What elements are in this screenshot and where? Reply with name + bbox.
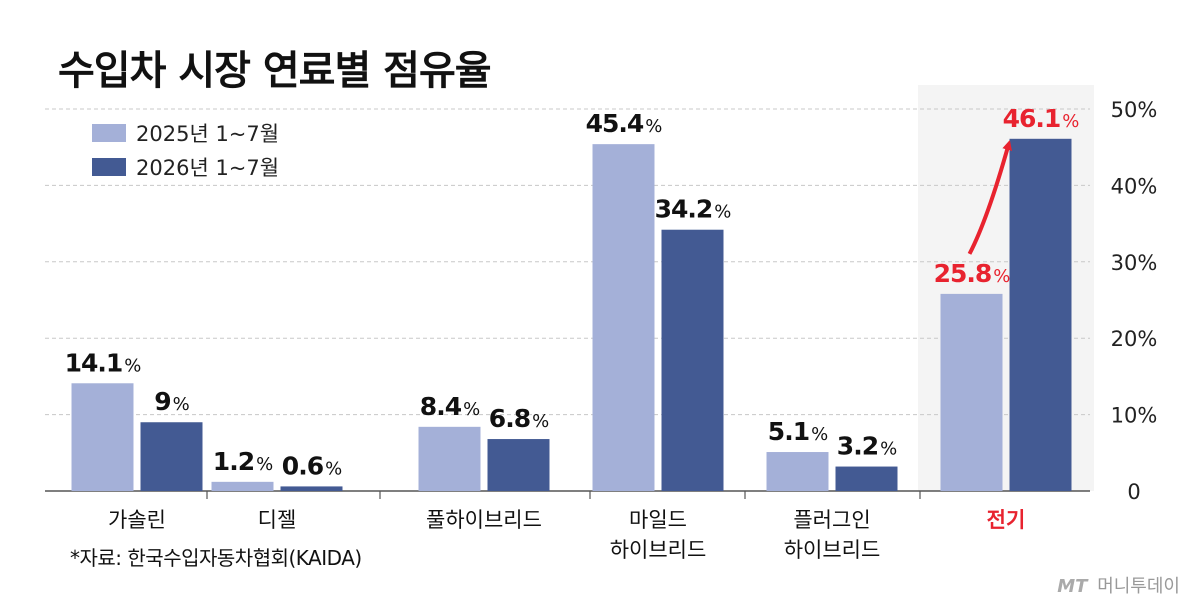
bar (835, 466, 898, 491)
y-tick-label: 50% (1111, 98, 1158, 122)
publisher-logo-icon: MT (1057, 576, 1088, 597)
data-label-value: 25.8 (934, 259, 992, 288)
data-label: 14.1% (65, 348, 142, 377)
bar (592, 144, 655, 492)
bar (766, 452, 829, 491)
source-note: *자료: 한국수입자동차협회(KAIDA) (70, 546, 362, 570)
data-label-value: 3.2 (837, 432, 878, 461)
data-label: 6.8% (489, 404, 549, 433)
legend-item-2025: 2025년 1~7월 (92, 116, 279, 150)
y-tick-label: 30% (1111, 251, 1158, 275)
data-label: 25.8% (934, 259, 1011, 288)
data-label: 34.2% (655, 195, 732, 224)
y-tick-label: 0 (1127, 480, 1140, 504)
chart-title: 수입차 시장 연료별 점유율 (58, 48, 492, 94)
data-label-unit: % (714, 202, 731, 223)
data-label: 46.1% (1003, 104, 1080, 133)
bar (940, 293, 1003, 491)
bar (661, 229, 724, 491)
data-label: 3.2% (837, 432, 897, 461)
category-label: 전기 (987, 508, 1026, 532)
data-label-unit: % (645, 116, 662, 137)
y-tick-label: 20% (1111, 327, 1158, 351)
data-label-value: 5.1 (768, 417, 809, 446)
data-label: 5.1% (768, 417, 828, 446)
legend: 2025년 1~7월 2026년 1~7월 (92, 116, 279, 184)
category-label: 마일드 (629, 508, 687, 532)
category-label: 하이브리드 (784, 538, 881, 562)
legend-item-2026: 2026년 1~7월 (92, 150, 279, 184)
publisher-watermark: MT 머니투데이 (1057, 572, 1180, 598)
data-label-unit: % (325, 458, 342, 479)
category-label: 가솔린 (108, 508, 166, 532)
legend-swatch-2025 (92, 124, 126, 142)
legend-label-2026: 2026년 1~7월 (136, 156, 280, 180)
growth-arrow-icon (967, 139, 1012, 255)
data-label-value: 34.2 (655, 195, 713, 224)
bar (211, 481, 274, 491)
category-label: 디젤 (258, 508, 297, 532)
data-label-unit: % (173, 394, 190, 415)
bar (1009, 138, 1072, 491)
data-label-unit: % (124, 355, 141, 376)
data-label-unit: % (993, 266, 1010, 287)
data-label-unit: % (463, 399, 480, 420)
data-label-value: 1.2 (213, 447, 254, 476)
category-label: 풀하이브리드 (426, 508, 542, 532)
data-label-unit: % (1062, 111, 1079, 132)
legend-swatch-2026 (92, 158, 126, 176)
data-label-unit: % (532, 411, 549, 432)
data-label-unit: % (256, 454, 273, 475)
data-label-value: 9 (154, 387, 170, 416)
data-label-unit: % (811, 424, 828, 445)
bar (71, 383, 134, 491)
data-label-value: 45.4 (586, 109, 644, 138)
data-label: 8.4% (420, 392, 480, 421)
publisher-name: 머니투데이 (1097, 576, 1180, 597)
data-label-value: 46.1 (1003, 104, 1061, 133)
bar (280, 486, 343, 491)
data-label-unit: % (880, 439, 897, 460)
data-label: 0.6% (282, 451, 342, 480)
data-label-value: 6.8 (489, 404, 530, 433)
category-label: 플러그인 (793, 508, 870, 532)
category-label: 하이브리드 (610, 538, 707, 562)
legend-label-2025: 2025년 1~7월 (136, 122, 280, 146)
data-label: 45.4% (586, 109, 663, 138)
data-label-value: 8.4 (420, 392, 462, 421)
data-label-value: 0.6 (282, 451, 324, 480)
data-label: 1.2% (213, 447, 273, 476)
bar (487, 439, 550, 491)
data-label: 9% (154, 387, 189, 416)
bar (418, 426, 481, 491)
bar (140, 422, 203, 491)
y-tick-label: 10% (1111, 404, 1158, 428)
data-label-value: 14.1 (65, 348, 123, 377)
y-tick-label: 40% (1111, 174, 1158, 198)
